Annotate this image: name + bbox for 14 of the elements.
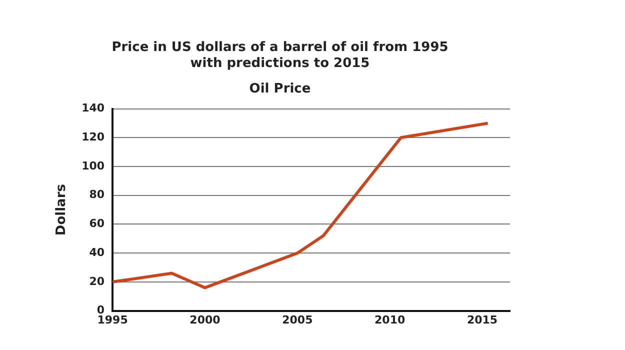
x-tick-label: 2000 [190,313,221,326]
y-tick-label: 100 [82,159,105,172]
x-tick-label: 2010 [374,313,406,326]
y-tick-label: 80 [89,188,105,202]
y-tick-label: 120 [82,130,105,144]
chart-title: Price in US dollars of a barrel of oil from 1995 with predictions to 2015 [112,40,448,71]
y-axis-title: Dollars [54,184,70,236]
x-tick-label: 2015 [466,313,498,326]
y-tick-label: 20 [89,274,105,288]
chart-subtitle: Oil Price [249,81,311,96]
y-tick-label: 40 [89,246,105,259]
x-tick-label: 2005 [282,313,313,326]
y-tick-label: 60 [89,217,105,230]
y-tick-label: 140 [82,102,105,115]
